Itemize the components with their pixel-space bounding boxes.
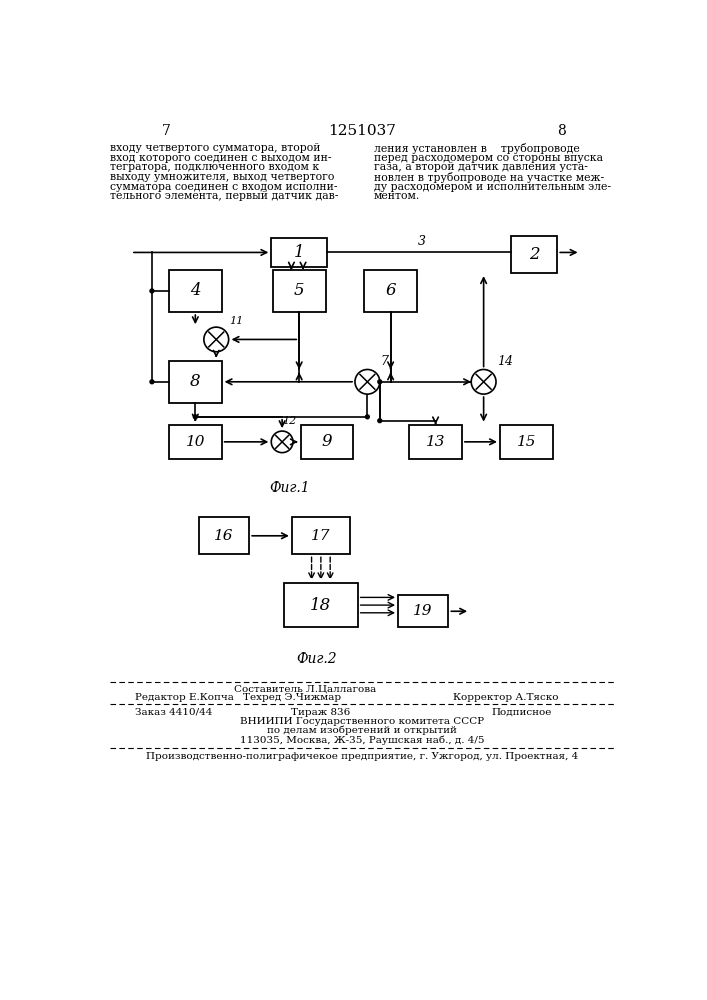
Text: входу четвертого сумматора, второй: входу четвертого сумматора, второй <box>110 143 320 153</box>
Text: Тираж 836: Тираж 836 <box>291 708 351 717</box>
Text: 19: 19 <box>414 604 433 618</box>
Text: ду расходомером и исполнительным эле-: ду расходомером и исполнительным эле- <box>373 182 611 192</box>
Text: 6: 6 <box>385 282 396 299</box>
Bar <box>398 595 448 627</box>
Text: 1: 1 <box>294 244 305 261</box>
Bar <box>500 425 553 459</box>
Text: 4: 4 <box>190 282 201 299</box>
Text: перед расходомером со стороны впуска: перед расходомером со стороны впуска <box>373 153 602 163</box>
Text: ВНИИПИ Государственного комитета СССР: ВНИИПИ Государственного комитета СССР <box>240 717 484 726</box>
Text: ления установлен в    трубопроводе: ления установлен в трубопроводе <box>373 143 579 154</box>
Circle shape <box>150 289 154 293</box>
Bar <box>273 270 325 312</box>
Text: 13: 13 <box>426 435 445 449</box>
Bar <box>271 238 327 267</box>
Circle shape <box>472 369 496 394</box>
Text: Производственно-полиграфичекое предприятие, г. Ужгород, ул. Проектная, 4: Производственно-полиграфичекое предприят… <box>146 752 578 761</box>
Circle shape <box>366 415 369 419</box>
Circle shape <box>204 327 228 352</box>
Bar <box>169 361 222 403</box>
Text: сумматора соединен с входом исполни-: сумматора соединен с входом исполни- <box>110 182 337 192</box>
Text: по делам изобретений и открытий: по делам изобретений и открытий <box>267 726 457 735</box>
Text: 113035, Москва, Ж-35, Раушская наб., д. 4/5: 113035, Москва, Ж-35, Раушская наб., д. … <box>240 735 484 745</box>
Circle shape <box>150 380 154 384</box>
Text: 14: 14 <box>497 355 513 368</box>
Text: Фиг.1: Фиг.1 <box>269 481 310 495</box>
Bar <box>364 270 417 312</box>
Text: 16: 16 <box>214 529 234 543</box>
Text: новлен в трубопроводе на участке меж-: новлен в трубопроводе на участке меж- <box>373 172 604 183</box>
Text: выходу умножителя, выход четвертого: выходу умножителя, выход четвертого <box>110 172 334 182</box>
Bar <box>300 425 354 459</box>
Text: 11: 11 <box>230 316 244 326</box>
Text: 7: 7 <box>380 355 389 368</box>
Circle shape <box>378 380 382 384</box>
Text: 3: 3 <box>418 235 426 248</box>
Text: 9: 9 <box>322 433 332 450</box>
Text: тельного элемента, первый датчик дав-: тельного элемента, первый датчик дав- <box>110 191 339 201</box>
Bar <box>169 270 222 312</box>
Text: 8: 8 <box>556 124 566 138</box>
Text: 1251037: 1251037 <box>328 124 396 138</box>
Text: 7: 7 <box>161 124 170 138</box>
Text: 2: 2 <box>529 246 539 263</box>
Text: 5: 5 <box>294 282 305 299</box>
Text: Техред Э.Чижмар: Техред Э.Чижмар <box>243 693 341 702</box>
Circle shape <box>355 369 380 394</box>
Circle shape <box>194 415 197 419</box>
Bar <box>510 236 557 273</box>
Bar <box>292 517 350 554</box>
Bar <box>409 425 462 459</box>
Text: 15: 15 <box>517 435 536 449</box>
Text: Заказ 4410/44: Заказ 4410/44 <box>135 708 212 717</box>
Text: ментом.: ментом. <box>373 191 420 201</box>
Text: Редактор Е.Копча: Редактор Е.Копча <box>135 693 234 702</box>
Text: 10: 10 <box>185 435 205 449</box>
Bar <box>284 583 358 627</box>
Text: Корректор А.Тяско: Корректор А.Тяско <box>452 693 558 702</box>
Text: Составитель Л.Цаллагова: Составитель Л.Цаллагова <box>234 685 377 694</box>
Bar <box>199 517 249 554</box>
Text: Подписное: Подписное <box>491 708 551 717</box>
Text: газа, а второй датчик давления уста-: газа, а второй датчик давления уста- <box>373 162 588 172</box>
Text: 17: 17 <box>311 529 331 543</box>
Text: 18: 18 <box>310 597 332 614</box>
Circle shape <box>271 431 293 453</box>
Text: 12: 12 <box>282 416 296 426</box>
Text: тегратора, подключенного входом к: тегратора, подключенного входом к <box>110 162 320 172</box>
Text: Фиг.2: Фиг.2 <box>297 652 337 666</box>
Bar <box>169 425 222 459</box>
Text: 8: 8 <box>190 373 201 390</box>
Text: вход которого соединен с выходом ин-: вход которого соединен с выходом ин- <box>110 153 332 163</box>
Circle shape <box>378 419 382 423</box>
